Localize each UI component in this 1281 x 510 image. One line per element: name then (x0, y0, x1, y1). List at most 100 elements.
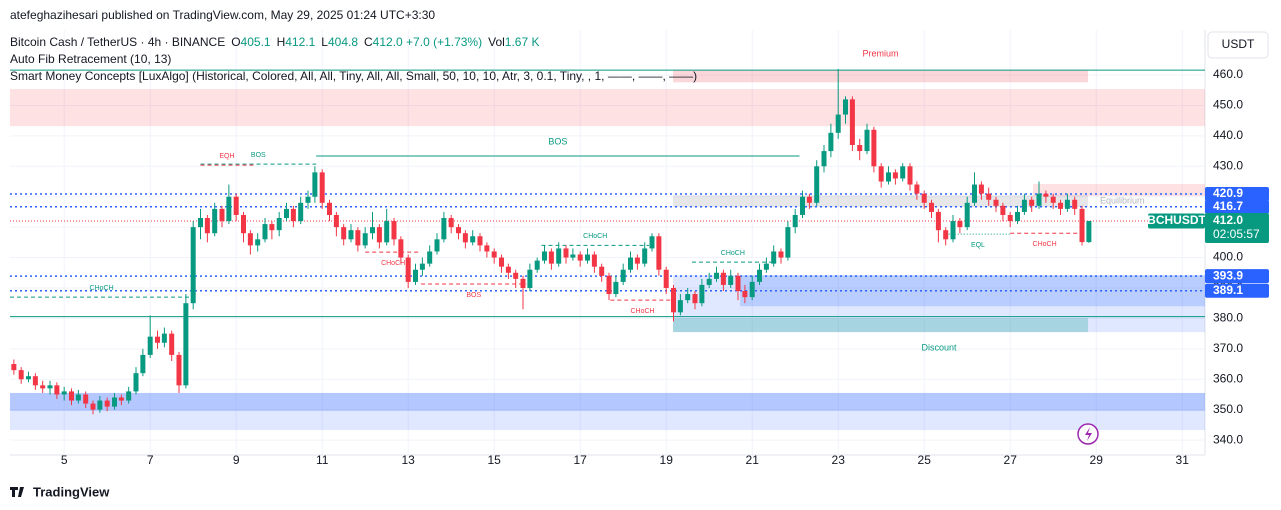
candle-body (269, 224, 275, 231)
candle-body (542, 251, 548, 261)
candle-body (843, 99, 849, 115)
candle-body (470, 236, 476, 243)
y-tick-label: 460.0 (1213, 67, 1243, 81)
candle-body (126, 391, 132, 401)
candle-body (111, 397, 117, 407)
candle-body (785, 227, 791, 258)
zone (740, 275, 1205, 307)
candle-body (950, 221, 956, 240)
candle-body (283, 208, 289, 219)
structure-label: EQH (219, 153, 234, 160)
candle-body (563, 248, 569, 258)
y-tick-label: 340.0 (1213, 432, 1243, 446)
candle-body (534, 260, 540, 270)
candle-body (255, 239, 261, 246)
x-tick-label: 25 (918, 453, 932, 467)
candle-body (706, 278, 712, 285)
structure-label: CHoCH (630, 308, 654, 315)
structure-label: CHoCH (583, 233, 607, 240)
candle-body (642, 248, 648, 264)
candle-body (154, 336, 160, 343)
candle-body (212, 208, 218, 234)
candle-body (11, 364, 17, 371)
candle-body (226, 196, 232, 222)
candle-body (907, 166, 913, 185)
currency-button[interactable] (1207, 31, 1269, 59)
candle-body (771, 251, 777, 264)
candle-body (333, 214, 339, 228)
candle-body (61, 391, 67, 395)
candle-body (491, 251, 497, 258)
legend: Bitcoin Cash / TetherUS · 4h · BINANCE O… (10, 35, 540, 49)
candle-body (1079, 208, 1085, 243)
candle-body (376, 227, 382, 243)
candle-body (749, 281, 755, 298)
zone-label: Equilibrium (1100, 196, 1145, 206)
candle-body (886, 172, 892, 182)
candle-body (319, 172, 325, 203)
candle-body (448, 218, 454, 228)
candle-body (935, 211, 941, 231)
candle-body (1029, 199, 1035, 206)
ohlc-value: 412.0 (372, 35, 403, 49)
candle-body (355, 230, 361, 246)
candle-body (183, 303, 189, 386)
candle-body (276, 218, 282, 231)
y-tick-label: 380.0 (1213, 311, 1243, 325)
candle-body (570, 254, 576, 258)
x-tick-label: 15 (488, 453, 502, 467)
candle-body (757, 269, 763, 282)
candle-body (914, 184, 920, 194)
candle-body (728, 275, 734, 285)
ohlc-key: O (231, 35, 241, 49)
candle-body (240, 214, 246, 234)
alert-icon-bolt (1085, 427, 1092, 441)
candle-body (405, 257, 411, 282)
candle-body (1072, 199, 1078, 209)
candle-body (456, 227, 462, 234)
zone-label: Discount (922, 342, 958, 352)
fib-price-box (1205, 186, 1269, 201)
candle-body (685, 294, 691, 301)
currency[interactable]: USDT (1222, 37, 1255, 51)
candle-body (527, 269, 533, 288)
candle-body (118, 397, 124, 401)
candle-body (18, 370, 24, 380)
candle-body (634, 257, 640, 264)
candle-body (176, 354, 182, 386)
candle-body (585, 254, 591, 261)
candle-body (413, 269, 419, 282)
candle-body (369, 227, 375, 234)
candle-body (677, 300, 683, 313)
candle-body (1036, 193, 1042, 206)
candle-body (929, 202, 935, 212)
candle-body (663, 269, 669, 288)
zone-label: Premium (863, 49, 899, 59)
candle-body (1000, 205, 1006, 215)
candle-body (871, 129, 877, 167)
candle-body (692, 294, 698, 304)
axes: 340.0350.0360.0370.0380.0390.0400.0410.0… (61, 67, 1269, 467)
candle-body (735, 275, 741, 292)
fib-price-box (1205, 199, 1269, 214)
structure-label: EQL (971, 242, 985, 249)
candle-body (986, 193, 992, 200)
candle-body (513, 272, 519, 279)
structure-label: CHoCH (1033, 241, 1057, 248)
candle-body (978, 184, 984, 194)
candle-body (577, 254, 583, 261)
candle-body (341, 227, 347, 240)
ohlc-key: L (321, 35, 328, 49)
candle-body (699, 284, 705, 304)
x-tick-label: 23 (832, 453, 846, 467)
structure-label: BOS (251, 152, 266, 159)
candle-body (849, 99, 855, 145)
symbol-box (1148, 213, 1205, 229)
candle-body (462, 233, 468, 243)
volume-key: Vol (488, 35, 505, 49)
candle-body (613, 281, 619, 295)
candle-body (233, 196, 239, 215)
y-tick-label: 430.0 (1213, 158, 1243, 172)
candle-body (828, 132, 834, 152)
